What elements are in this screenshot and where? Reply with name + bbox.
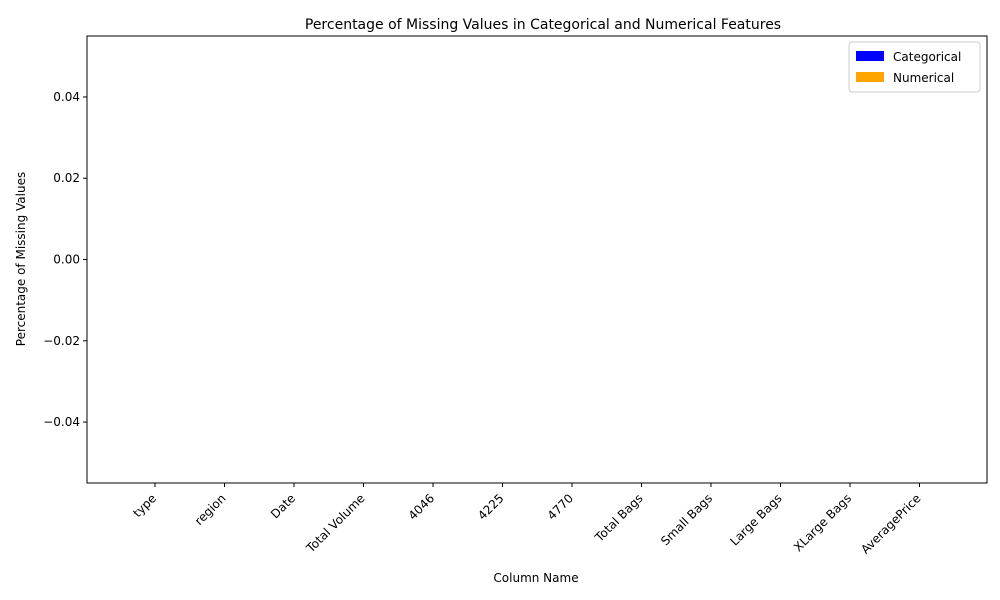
y-tick-label: −0.04 [43,415,80,429]
x-tick-label: AveragePrice [858,491,923,556]
x-tick-label: 4770 [545,491,576,522]
x-tick-label: Large Bags [727,491,784,548]
x-tick-label: Total Bags [592,491,646,545]
x-tick-label: region [192,491,229,528]
x-tick-label: Date [268,491,298,521]
x-tick-label: XLarge Bags [791,491,854,554]
legend: Categorical Numerical [848,41,981,93]
y-axis-ticks: −0.04 −0.02 0.00 0.02 0.04 [43,90,87,429]
y-tick-label: −0.02 [43,334,80,348]
axes-frame [86,35,988,484]
legend-swatch-categorical [856,51,884,61]
legend-swatch-numerical [856,72,884,82]
legend-label-categorical: Categorical [893,50,961,64]
chart-title: Percentage of Missing Values in Categori… [305,17,781,33]
x-tick-label: 4225 [475,491,506,522]
x-tick-label: type [130,491,159,520]
x-tick-label: Small Bags [658,491,715,548]
plot-area: −0.04−0.020.000.020.04 type region Date Tot… [43,35,988,557]
y-axis-label: Percentage of Missing Values [14,172,28,346]
legend-label-numerical: Numerical [893,71,954,85]
x-tick-label: Total Volume [303,491,368,556]
x-axis-ticks: type region Date Total Volume 4046 4225 4770 To… [130,483,924,557]
x-tick-label: 4046 [406,491,437,522]
x-axis-label: Column Name [493,571,578,585]
y-tick-label: 0.04 [53,90,80,104]
y-tick-label: 0.00 [53,253,80,267]
y-tick-label: 0.02 [53,171,80,185]
